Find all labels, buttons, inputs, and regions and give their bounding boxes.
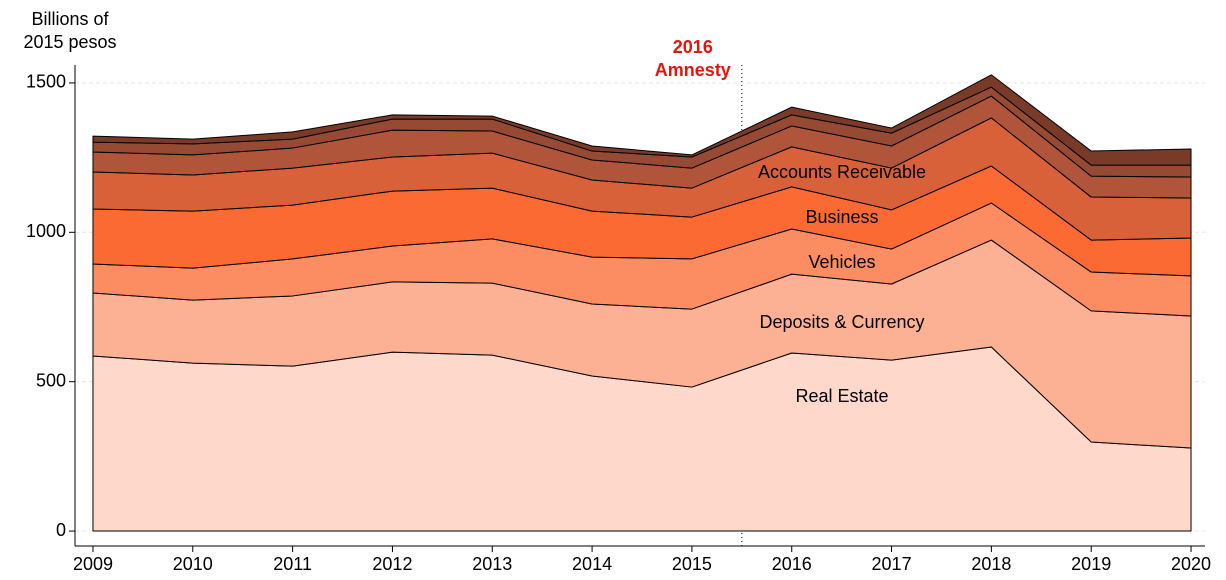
x-tick-label: 2016 xyxy=(772,554,812,574)
x-tick-label: 2012 xyxy=(372,554,412,574)
y-tick-label: 1000 xyxy=(26,221,66,241)
x-tick-label: 2018 xyxy=(971,554,1011,574)
x-tick-label: 2017 xyxy=(872,554,912,574)
y-axis-label: 2015 pesos xyxy=(23,32,116,52)
series-label: Business xyxy=(805,207,878,227)
x-tick-label: 2015 xyxy=(672,554,712,574)
annotation-text: Amnesty xyxy=(655,60,731,80)
x-tick-label: 2019 xyxy=(1071,554,1111,574)
x-tick-label: 2020 xyxy=(1171,554,1211,574)
y-tick-label: 0 xyxy=(56,520,66,540)
series-label: Accounts Receivable xyxy=(758,162,926,182)
series-label: Vehicles xyxy=(808,252,875,272)
series-label: Real Estate xyxy=(795,386,888,406)
y-tick-label: 1500 xyxy=(26,72,66,92)
x-tick-label: 2013 xyxy=(472,554,512,574)
y-tick-label: 500 xyxy=(36,370,66,390)
x-tick-label: 2009 xyxy=(73,554,113,574)
x-tick-label: 2010 xyxy=(173,554,213,574)
x-tick-label: 2014 xyxy=(572,554,612,574)
series-label: Deposits & Currency xyxy=(759,312,924,332)
x-tick-label: 2011 xyxy=(273,554,312,574)
annotation-text: 2016 xyxy=(673,37,713,57)
area xyxy=(92,74,1192,166)
y-axis-label: Billions of xyxy=(31,9,109,29)
